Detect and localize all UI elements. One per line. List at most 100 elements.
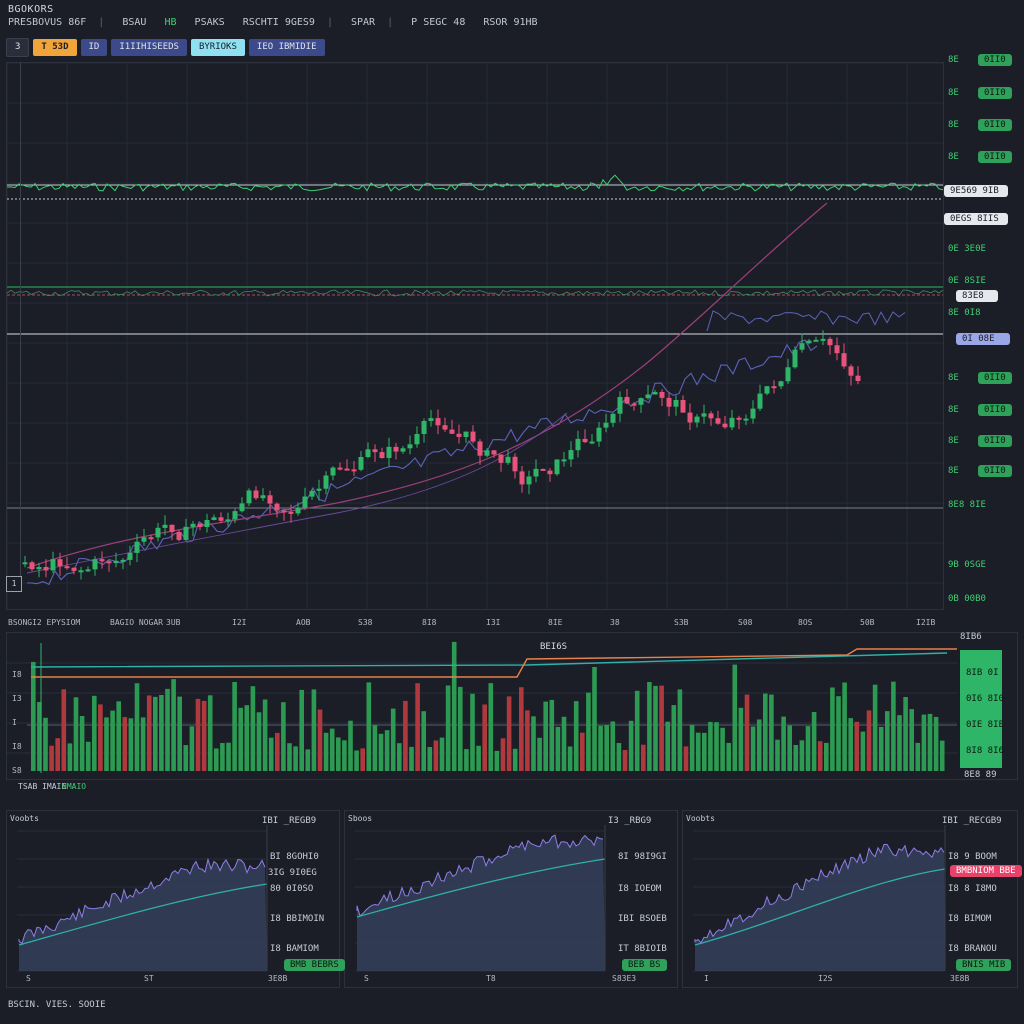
candle-body xyxy=(526,476,532,485)
mini-chart-label: 80 0I0SO xyxy=(270,884,314,894)
mini-chart-panel-1[interactable] xyxy=(6,810,340,988)
volume-axis-tick: I8 xyxy=(12,670,22,679)
volume-bar xyxy=(372,725,378,771)
volume-bar xyxy=(476,745,481,771)
volume-bar xyxy=(488,683,494,771)
candle-body xyxy=(78,570,84,573)
volume-bar xyxy=(153,696,158,771)
mini-chart-title: Voobts xyxy=(686,814,715,823)
candle-body xyxy=(274,503,280,511)
candle-body xyxy=(85,569,91,572)
candle-body xyxy=(120,559,126,562)
candle-body xyxy=(449,429,455,434)
volume-bar xyxy=(836,696,841,771)
volume-bar xyxy=(756,719,762,771)
moving-average xyxy=(26,412,568,574)
volume-bar xyxy=(451,641,457,771)
volume-bar xyxy=(763,693,768,771)
volume-bar xyxy=(897,715,902,771)
candle-body xyxy=(785,367,791,382)
candle-body xyxy=(127,552,133,560)
mini-area-chart[interactable] xyxy=(683,811,1017,987)
volume-bar xyxy=(79,716,85,771)
header-item[interactable]: RSOR 91HB xyxy=(483,17,538,28)
volume-bar xyxy=(482,704,487,771)
volume-bar xyxy=(702,732,707,771)
candle-body xyxy=(491,450,497,455)
candle-body xyxy=(764,386,770,394)
volume-bar xyxy=(592,667,597,771)
volume-bar xyxy=(622,750,628,771)
candle-body xyxy=(715,418,721,424)
candle-body xyxy=(330,467,336,476)
main-chart-panel[interactable] xyxy=(6,62,944,610)
volume-bar xyxy=(110,710,115,771)
candle-body xyxy=(750,408,756,419)
candle-body xyxy=(848,366,854,376)
volume-bar xyxy=(561,716,567,771)
toolbar-button-indicators[interactable]: I1IIHISEEDS xyxy=(111,38,187,56)
toolbar-button-1[interactable]: 3 xyxy=(6,37,30,57)
time-tick: 8OS xyxy=(798,618,813,627)
volume-axis-tick: I xyxy=(12,718,17,727)
candle-body xyxy=(190,523,196,527)
toolbar-button-id[interactable]: ID xyxy=(80,38,108,56)
volume-chart[interactable] xyxy=(7,633,1017,779)
axis-label: 0E 3E0E xyxy=(948,244,986,254)
candle-body xyxy=(232,511,238,520)
mini-chart-panel-3[interactable] xyxy=(682,810,1018,988)
candle-body xyxy=(743,418,749,421)
toolbar-button-timeframe[interactable]: T 53D xyxy=(33,38,77,56)
header-item[interactable]: PRESBOVUS 86F xyxy=(8,17,87,28)
header-item[interactable]: BSAU xyxy=(122,17,147,28)
candle-body xyxy=(302,496,308,508)
mini-chart-tag: BNIS MIB xyxy=(956,959,1012,971)
volume-bar xyxy=(311,689,317,771)
volume-bar xyxy=(403,700,408,771)
volume-bar xyxy=(500,738,506,771)
toolbar-button-mode[interactable]: IEO IBMIDIE xyxy=(248,38,325,56)
mini-chart-panel-2[interactable] xyxy=(344,810,678,988)
candle-body xyxy=(477,441,483,456)
volume-bar xyxy=(128,718,134,771)
candle-body xyxy=(400,448,406,452)
volume-bottom-tag: NMAIO xyxy=(62,782,87,791)
volume-bar xyxy=(122,717,128,771)
candle-body xyxy=(708,413,714,419)
trend-line xyxy=(706,310,906,332)
mini-chart-label: I8 BBIMOIN xyxy=(270,914,325,924)
candle-body xyxy=(162,524,168,528)
mini-area-chart[interactable] xyxy=(7,811,339,987)
volume-bar xyxy=(244,705,250,771)
volume-bar xyxy=(37,702,42,771)
volume-bar xyxy=(134,683,140,771)
header-item[interactable]: P SEGC 48 xyxy=(411,17,466,28)
candlestick-chart[interactable] xyxy=(7,63,943,609)
volume-bar xyxy=(659,685,664,771)
volume-bar xyxy=(238,707,243,771)
volume-bar xyxy=(708,721,713,771)
volume-bar xyxy=(439,737,445,771)
volume-bar xyxy=(256,712,262,771)
header-item[interactable]: HB xyxy=(164,17,177,28)
candle-body xyxy=(43,567,49,571)
area-line xyxy=(18,857,266,945)
mini-chart-label: IT 8BIOIB xyxy=(618,944,667,954)
header-item[interactable]: PSAKS xyxy=(194,17,225,28)
candle-body xyxy=(169,524,175,532)
volume-bar xyxy=(634,690,640,771)
time-tick: 8IE xyxy=(548,618,563,627)
mini-chart-label: I8 IOEOM xyxy=(618,884,662,894)
mini-x-tick: S xyxy=(364,974,369,983)
mini-area-chart[interactable] xyxy=(345,811,677,987)
info-box[interactable]: 1 xyxy=(6,576,22,592)
toolbar-button-active[interactable]: BYRIOKS xyxy=(190,38,245,56)
volume-bar xyxy=(336,737,341,771)
candle-body xyxy=(624,397,630,404)
candle-body xyxy=(568,450,574,460)
volume-bar xyxy=(445,685,451,771)
header-item[interactable]: SPAR xyxy=(351,17,376,28)
mini-x-tick: I2S xyxy=(818,974,833,983)
header-item[interactable]: RSCHTI 9GES9 xyxy=(242,17,315,28)
volume-panel[interactable] xyxy=(6,632,1018,780)
